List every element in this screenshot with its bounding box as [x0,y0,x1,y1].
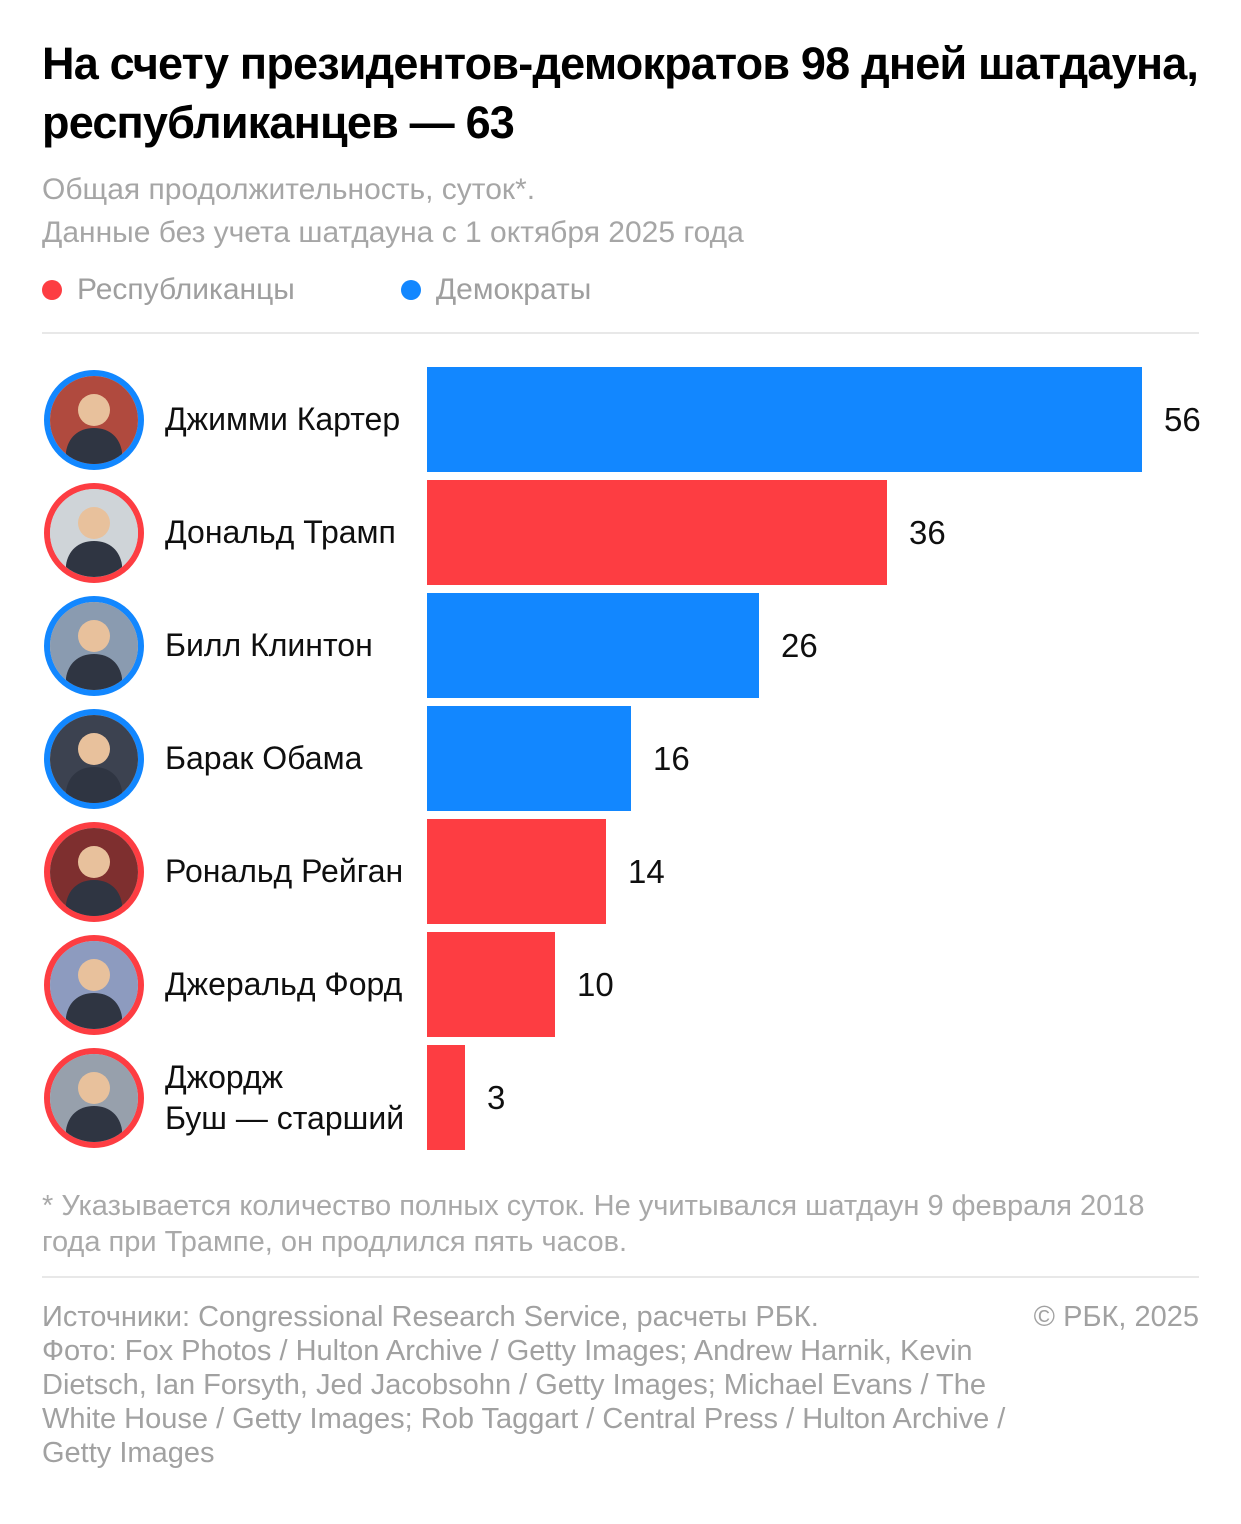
legend: Республиканцы Демократы [42,273,1199,307]
copyright-text: © РБК, 2025 [1033,1301,1199,1333]
bar-bill-clinton [427,593,759,698]
president-name: Джимми Картер [165,401,401,437]
george-bush-sr-photo [44,1047,144,1148]
page-title: На счету президентов-демократов 98 дней … [42,38,1199,148]
gerald-ford-photo [44,934,144,1035]
president-name: Рональд Рейган [165,853,404,889]
bar-gerald-ford [427,932,555,1037]
bar-value: 26 [781,626,818,664]
bar-george-bush-sr [427,1045,465,1150]
subtitle-line-1: Общая продолжительность, суток*. [42,173,536,206]
chart-row-barack-obama: Барак Обама 16 [42,706,1199,811]
chart-row-jimmy-carter: Джимми Картер 56 [42,367,1201,472]
chart-subtitle: Общая продолжительность, суток*. Данные б… [42,168,1199,254]
president-name: Джеральд Форд [165,966,403,1002]
bar-chart: Джимми Картер 56 Дональд Трамп 36 Билл Клинт… [42,367,1201,1150]
divider-bottom [42,1276,1199,1278]
republican-dot-icon [42,280,62,300]
bar-jimmy-carter [427,367,1142,472]
footer: Источники: Congressional Research Servic… [42,1300,1199,1470]
legend-item-republicans: Республиканцы [42,273,295,307]
bar-value: 16 [653,739,690,777]
footer-sources-row: Источники: Congressional Research Servic… [42,1300,1199,1334]
legend-item-democrats: Демократы [400,273,592,307]
president-name: Дональд Трамп [165,514,396,550]
ronald-reagan-photo [44,821,144,922]
photo-credits: Фото: Fox Photos / Hulton Archive / Gett… [42,1335,1006,1469]
chart-row-ronald-reagan: Рональд Рейган 14 [42,819,1199,924]
bar-value: 14 [628,852,665,890]
donald-trump-photo [44,482,144,583]
legend-label-democrats: Демократы [435,273,592,306]
legend-label-republicans: Республиканцы [77,273,295,306]
bar-donald-trump [427,480,887,585]
subtitle-line-2: Данные без учета шатдауна с 1 октября 20… [42,216,744,249]
chart-row-gerald-ford: Джеральд Форд 10 [42,932,1199,1037]
president-name: Джордж Буш — старший [165,1058,405,1136]
bar-ronald-reagan [427,819,606,924]
divider-top [42,332,1199,334]
president-name: Билл Клинтон [165,627,373,663]
sources-text: Источники: Congressional Research Servic… [42,1301,819,1333]
infographic-page: На счету президентов-демократов 98 дней … [0,34,1241,1470]
bar-value: 56 [1164,400,1201,438]
democrat-dot-icon [400,280,421,300]
chart-row-george-bush-sr: Джордж Буш — старший 3 [42,1045,1199,1150]
chart-row-donald-trump: Дональд Трамп 36 [42,480,1199,585]
footnote: * Указывается количество полных суток. Н… [42,1190,1145,1258]
jimmy-carter-photo [44,369,144,470]
bar-value: 10 [577,965,614,1003]
bar-value: 3 [487,1078,506,1116]
president-name: Барак Обама [165,740,363,776]
barack-obama-photo [44,708,144,809]
bill-clinton-photo [44,595,144,696]
bar-value: 36 [909,513,946,551]
bar-barack-obama [427,706,631,811]
chart-row-bill-clinton: Билл Клинтон 26 [42,593,1199,698]
